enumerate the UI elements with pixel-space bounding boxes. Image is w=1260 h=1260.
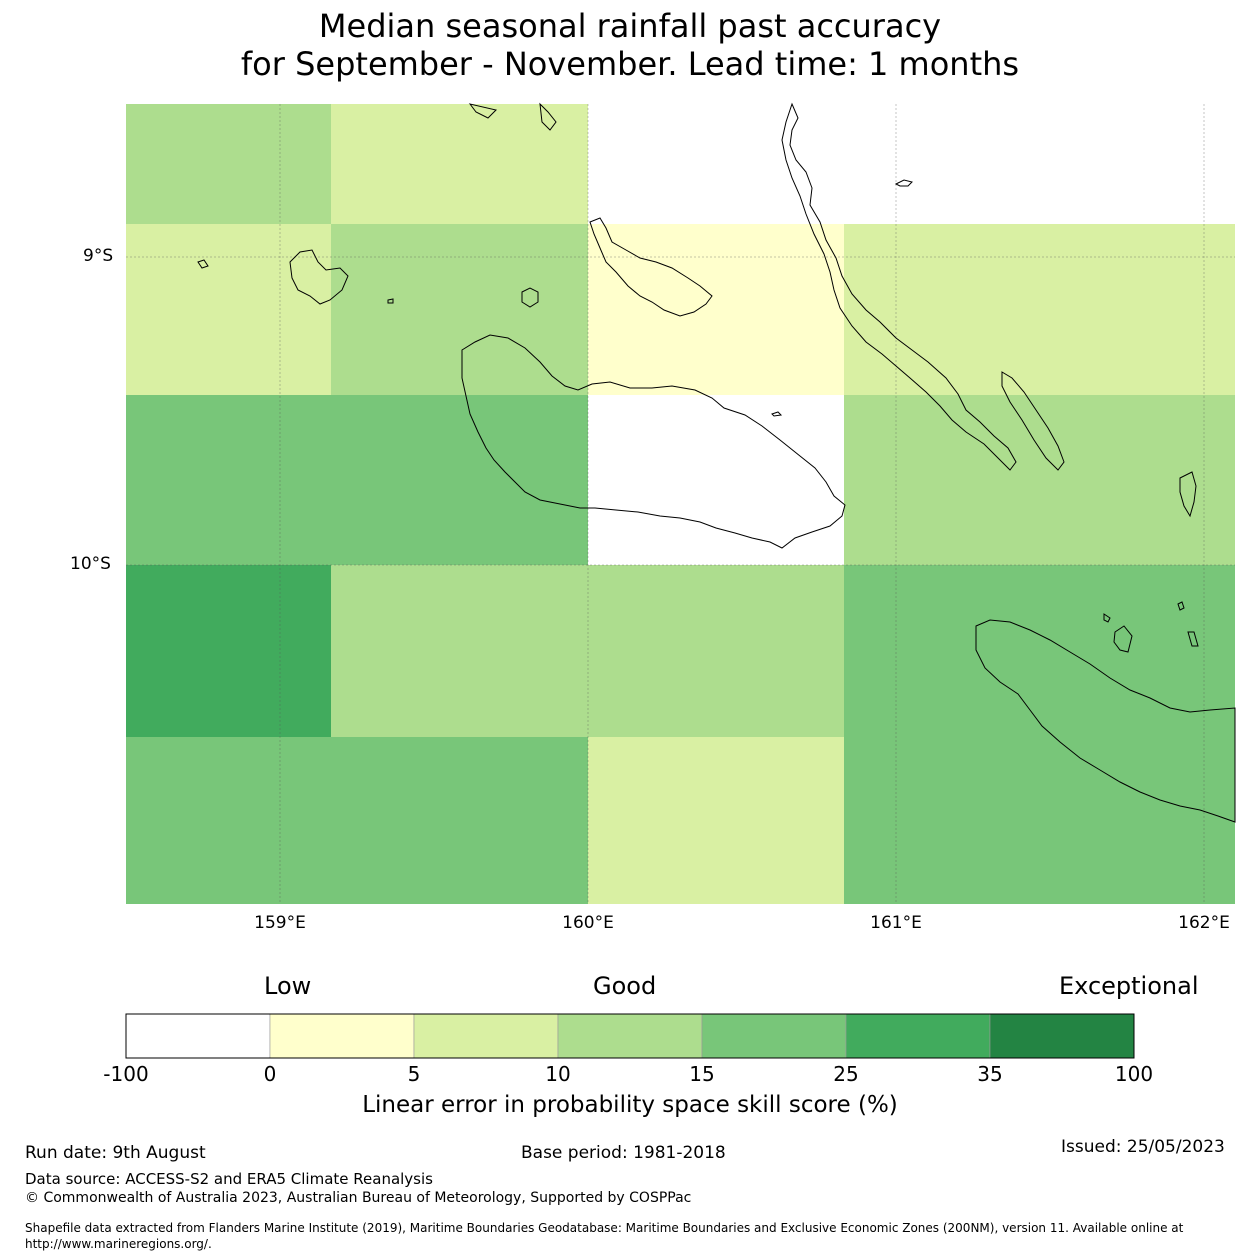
shapefile-credit-line-2: http://www.marineregions.org/. [25,1237,212,1251]
islets-east-d [1187,631,1199,647]
islet-900 [894,179,913,187]
skill-cell [1101,565,1235,737]
skill-cell [588,395,844,565]
skill-cell [331,737,588,904]
category-label-low: Low [264,972,312,1000]
skill-grid-cells [126,104,1235,904]
skill-cell [126,104,331,224]
category-label-exceptional: Exceptional [1059,972,1199,1000]
shapefile-credit-line-1: Shapefile data extracted from Flanders M… [25,1221,1184,1235]
colorbar-segment [701,1013,847,1059]
colorbar-tick: 10 [545,1062,571,1086]
map-title-line-2: for September - November. Lead time: 1 m… [240,45,1020,83]
skill-cell [331,565,588,737]
colorbar-tick: 5 [407,1062,421,1086]
run-date: Run date: 9th August [25,1143,206,1163]
russell-islands [289,249,349,305]
islet-773 [771,411,783,417]
colorbar-segment [413,1013,559,1059]
colorbar-segment [557,1013,703,1059]
ulawa-island [1179,471,1197,518]
savo-island [521,287,539,308]
small-malaita [1001,371,1065,471]
copyright: © Commonwealth of Australia 2023, Austra… [25,1190,692,1206]
skill-cell [1101,395,1235,565]
colorbar-tick: 35 [977,1062,1003,1086]
data-source: Data source: ACCESS-S2 and ERA5 Climate … [25,1170,433,1188]
skill-cell [588,224,844,395]
skill-cell [331,224,588,395]
skill-cell [588,565,844,737]
skill-cell [1101,737,1235,904]
skill-cell [844,565,1101,737]
skill-cell [331,104,588,224]
skill-cell [331,395,588,565]
lon-label-161e: 161°E [870,913,922,933]
colorbar-tick: 100 [1114,1062,1154,1086]
skill-cell [126,395,331,565]
lat-label-9s: 9°S [83,246,114,266]
colorbar-segment [989,1013,1135,1059]
skill-cell [844,395,1101,565]
islets-east-b [1113,625,1133,653]
lat-label-10s: 10°S [70,554,111,574]
islets-north-b [539,102,557,131]
skill-cell [844,104,1101,224]
islet-west [197,259,209,269]
skill-cell [844,224,1101,395]
category-label-good: Good [593,972,657,1000]
coastlines [197,102,1236,823]
colorbar [125,1013,1135,1059]
florida-islands [589,217,713,317]
map-title-line-1: Median seasonal rainfall past accuracy [318,7,942,45]
colorbar-tick: 15 [689,1062,715,1086]
lon-label-160e: 160°E [562,913,614,933]
malaita-coastline [781,102,1017,471]
colorbar-frame [125,1013,1135,1059]
skill-cell [126,565,331,737]
skill-cell [126,737,331,904]
skill-cell [1101,104,1235,224]
skill-cell [1101,224,1235,395]
makira-coastline [975,619,1236,823]
islets-north-a [468,103,497,119]
skill-cell [588,104,844,224]
base-period: Base period: 1981-2018 [521,1143,726,1163]
colorbar-tick: 0 [263,1062,277,1086]
skill-cell [126,224,331,395]
colorbar-label: Linear error in probability space skill … [362,1092,898,1118]
colorbar-segment [845,1013,991,1059]
lon-label-159e: 159°E [254,913,306,933]
islet-389 [387,298,394,304]
skill-cell [588,737,844,904]
colorbar-segment [125,1013,271,1059]
islets-east-a [1103,613,1111,623]
issued-date: Issued: 25/05/2023 [1061,1137,1225,1157]
colorbar-tick: 25 [833,1062,859,1086]
guadalcanal-coastline [461,334,846,549]
colorbar-segment [269,1013,415,1059]
colorbar-tick: -100 [103,1062,149,1086]
lon-label-162e: 162°E [1178,913,1230,933]
graticule-lines [126,104,1235,904]
skill-cell [844,737,1101,904]
islets-east-c [1177,601,1185,611]
